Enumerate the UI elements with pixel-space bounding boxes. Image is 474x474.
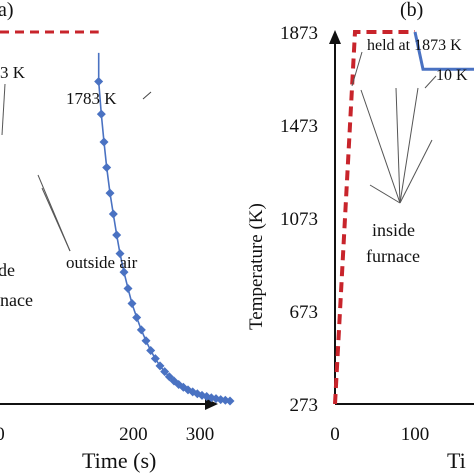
panel-b-y-tick-label: 673 bbox=[290, 302, 319, 323]
panel-a-data-point bbox=[115, 249, 125, 259]
panel-a-data-point bbox=[141, 336, 151, 346]
panel-a-x-tick-label: 300 bbox=[186, 424, 215, 445]
outside-air-leader-2 bbox=[37, 174, 71, 252]
panel-a-data-point bbox=[119, 267, 129, 277]
panel-a-data-point bbox=[146, 346, 156, 356]
panel-a: a) 0 200 300 Time (s) 3 K 1783 K outside a… bbox=[0, 0, 235, 473]
panel-a-data-point bbox=[94, 77, 104, 87]
annotation-inside: inside bbox=[372, 220, 415, 240]
panel-b-y-tick-label: 1473 bbox=[280, 116, 318, 137]
inside-leader-2 bbox=[369, 184, 401, 204]
panel-b-y-axis-arrow bbox=[329, 30, 341, 44]
annotation-1783k-leader bbox=[142, 91, 152, 100]
annotation-1783k: 1783 K bbox=[66, 89, 117, 108]
panel-a-data-point bbox=[96, 109, 106, 119]
panel-a-data-point bbox=[150, 354, 160, 364]
panel-b-x-tick-label: 100 bbox=[401, 424, 430, 445]
panel-a-x-axis-arrow bbox=[205, 398, 218, 410]
panel-a-x-tick-label: 200 bbox=[119, 424, 148, 445]
panel-a-data-point bbox=[127, 299, 137, 309]
10k-leader bbox=[424, 75, 437, 89]
panel-a-data-point bbox=[155, 361, 165, 371]
inside-leader-5 bbox=[399, 139, 433, 204]
annotation-outside-air: outside air bbox=[66, 253, 138, 272]
panel-a-data-point bbox=[123, 283, 133, 293]
annotation-held: held at 1873 K bbox=[367, 37, 462, 54]
annotation-furnace-partial: rnace bbox=[0, 290, 33, 310]
annotation-10k: 10 K bbox=[436, 67, 468, 84]
inside-leader-3 bbox=[395, 87, 401, 204]
inside-leader-1 bbox=[360, 89, 401, 204]
held-leader bbox=[351, 51, 363, 87]
panel-b-series-line-0 bbox=[333, 30, 415, 405]
panel-a-x-axis-label: Time (s) bbox=[82, 448, 156, 473]
panel-b-y-tick-label: 1073 bbox=[280, 209, 318, 230]
panel-b: (b) 273 673 1073 1473 1873 0 100 Temperature … bbox=[246, 0, 474, 473]
panel-a-series-line-1 bbox=[97, 52, 231, 402]
panel-b-x-axis-label: Ti bbox=[447, 448, 466, 473]
panel-b-y-tick-label: 273 bbox=[290, 395, 319, 416]
panel-b-label: (b) bbox=[400, 0, 423, 21]
panel-a-label: a) bbox=[0, 0, 14, 21]
annotation-furnace: furnace bbox=[366, 246, 420, 266]
annotation-inside-partial: de bbox=[0, 260, 15, 280]
panel-a-data-point bbox=[225, 396, 235, 406]
panel-a-data-point bbox=[105, 188, 115, 198]
panel-b-y-tick-label: 1873 bbox=[280, 23, 318, 44]
panel-a-data-point bbox=[160, 367, 170, 377]
panel-a-data-point bbox=[112, 230, 122, 240]
panel-a-data-point bbox=[108, 209, 118, 219]
panel-b-x-tick-label: 0 bbox=[330, 424, 340, 445]
panel-b-y-axis-label: Temperature (K) bbox=[246, 203, 267, 330]
panel-a-data-point bbox=[132, 313, 142, 323]
panel-a-data-point bbox=[99, 137, 109, 147]
panel-b-series-line-1 bbox=[413, 31, 474, 71]
inside-leader-4 bbox=[399, 87, 419, 204]
panel-a-data-point bbox=[136, 325, 146, 335]
annotation-3k: 3 K bbox=[0, 63, 26, 82]
annotation-leader-left bbox=[1, 83, 6, 136]
panel-a-x-tick-label: 0 bbox=[0, 424, 5, 445]
panel-a-data-point bbox=[102, 163, 112, 173]
